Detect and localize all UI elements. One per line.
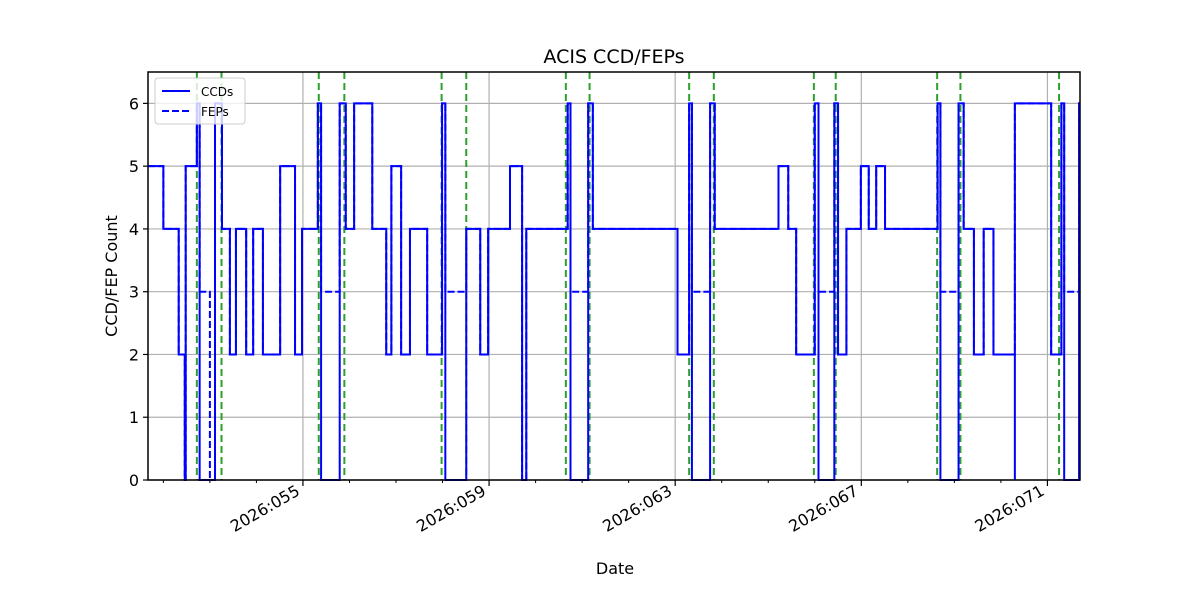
x-tick-label: 2026:063 <box>599 481 675 536</box>
chart-title: ACIS CCD/FEPs <box>543 46 684 68</box>
y-tick-label: 3 <box>129 283 139 302</box>
vertical-marker-lines <box>195 72 1061 480</box>
y-tick-label: 0 <box>129 471 139 490</box>
y-axis-label: CCD/FEP Count <box>102 215 121 337</box>
x-tick-label: 2026:067 <box>785 481 861 536</box>
legend-ccds-label: CCDs <box>201 85 233 99</box>
y-tick-label: 4 <box>129 220 139 239</box>
legend: CCDs FEPs <box>154 77 246 125</box>
y-tick-label: 5 <box>129 157 139 176</box>
legend-feps-label: FEPs <box>201 105 229 119</box>
y-tick-label: 1 <box>129 408 139 427</box>
y-tick-label: 6 <box>129 94 139 113</box>
y-tick-label: 2 <box>129 345 139 364</box>
x-tick-label: 2026:059 <box>413 481 489 536</box>
x-tick-label: 2026:071 <box>972 481 1048 536</box>
x-tick-label: 2026:055 <box>227 481 303 536</box>
legend-box <box>154 77 246 125</box>
x-axis-label: Date <box>596 559 634 578</box>
axes-frame <box>147 71 1081 481</box>
